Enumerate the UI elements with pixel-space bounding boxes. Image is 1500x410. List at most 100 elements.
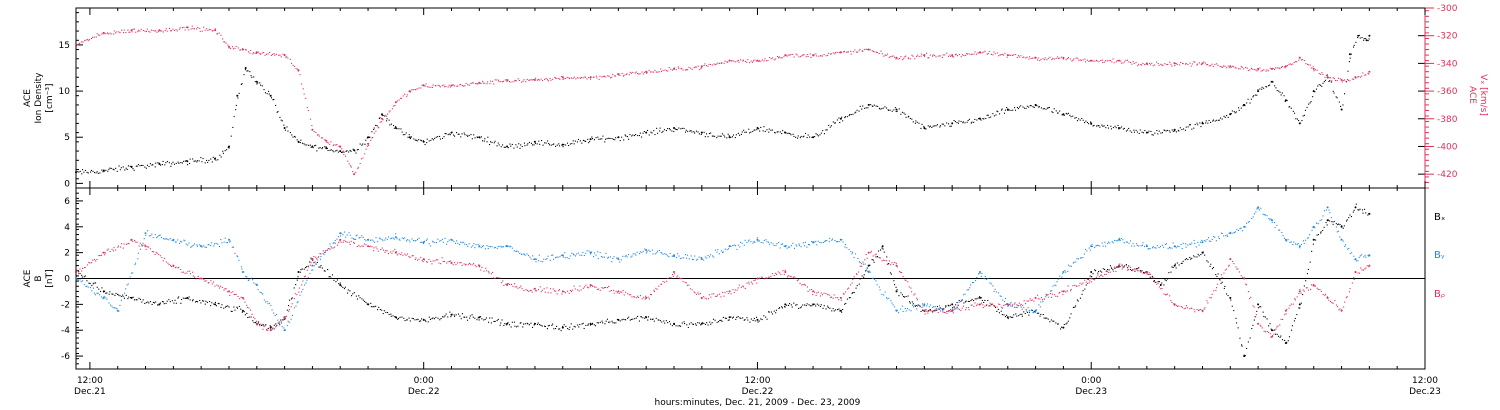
data-dot	[1175, 63, 1177, 65]
data-dot	[920, 310, 922, 312]
data-dot	[1252, 96, 1254, 98]
data-dot	[415, 240, 417, 242]
data-dot	[1335, 223, 1337, 225]
data-dot	[1212, 267, 1214, 269]
data-dot	[1160, 63, 1162, 65]
data-dot	[1140, 245, 1142, 247]
data-point	[700, 258, 703, 261]
data-dot	[1311, 250, 1313, 252]
data-dot	[201, 161, 203, 163]
data-dot	[758, 277, 760, 279]
data-dot	[576, 141, 578, 143]
data-dot	[874, 254, 876, 256]
data-dot	[851, 282, 853, 284]
data-dot	[1204, 62, 1206, 64]
data-dot	[227, 44, 229, 46]
data-dot	[784, 269, 786, 271]
data-dot	[159, 30, 161, 32]
data-dot	[1201, 239, 1203, 241]
y-right-tick-label: -300	[1437, 4, 1458, 14]
data-dot	[281, 120, 283, 122]
data-dot	[1150, 130, 1152, 132]
data-dot	[1279, 229, 1281, 231]
data-dot	[972, 282, 974, 284]
data-point	[1354, 206, 1357, 209]
data-dot	[538, 140, 540, 142]
data-dot	[349, 149, 351, 151]
data-dot	[493, 142, 495, 144]
data-dot	[220, 239, 222, 241]
data-dot	[390, 313, 392, 315]
data-dot	[1007, 109, 1009, 111]
data-dot	[677, 325, 679, 327]
data-dot	[504, 323, 506, 325]
data-dot	[1227, 65, 1229, 67]
data-dot	[1181, 248, 1183, 250]
data-dot	[969, 287, 971, 289]
data-dot	[1111, 267, 1113, 269]
data-dot	[1175, 131, 1177, 133]
data-dot	[526, 144, 528, 146]
data-dot	[1269, 219, 1271, 221]
data-dot	[515, 144, 517, 146]
data-dot	[739, 317, 741, 319]
data-dot	[726, 249, 728, 251]
data-dot	[777, 56, 779, 58]
data-dot	[1022, 106, 1024, 108]
data-dot	[289, 299, 291, 301]
data-dot	[638, 73, 640, 75]
data-dot	[211, 161, 213, 163]
data-dot	[237, 47, 239, 49]
data-dot	[371, 246, 373, 248]
data-dot	[1119, 239, 1121, 241]
data-dot	[908, 286, 910, 288]
data-dot	[666, 280, 668, 282]
data-dot	[562, 325, 564, 327]
data-dot	[992, 303, 994, 305]
data-dot	[840, 299, 842, 301]
data-dot	[149, 163, 151, 165]
data-dot	[697, 292, 699, 294]
data-dot	[770, 129, 772, 131]
data-dot	[911, 291, 913, 293]
data-dot	[648, 134, 650, 136]
data-dot	[624, 255, 626, 257]
data-dot	[718, 253, 720, 255]
data-dot	[408, 91, 410, 93]
data-point	[1173, 264, 1176, 267]
data-dot	[1239, 228, 1241, 230]
data-dot	[848, 249, 850, 251]
data-dot	[795, 53, 797, 55]
data-dot	[102, 32, 104, 34]
data-dot	[1065, 112, 1067, 114]
data-dot	[1118, 128, 1120, 130]
data-dot	[1232, 232, 1234, 234]
data-dot	[1098, 61, 1100, 63]
data-dot	[778, 56, 780, 58]
data-dot	[490, 141, 492, 143]
data-dot	[1277, 335, 1279, 337]
data-dot	[992, 285, 994, 287]
data-dot	[744, 131, 746, 133]
data-dot	[788, 246, 790, 248]
data-dot	[206, 301, 208, 303]
data-dot	[852, 279, 854, 281]
data-dot	[155, 251, 157, 253]
data-dot	[978, 273, 980, 275]
data-point	[645, 296, 648, 299]
data-dot	[896, 309, 898, 311]
data-dot	[1271, 68, 1273, 70]
data-dot	[250, 316, 252, 318]
data-dot	[393, 127, 395, 129]
data-dot	[1161, 64, 1163, 66]
data-dot	[1349, 253, 1351, 255]
data-dot	[582, 287, 584, 289]
data-dot	[723, 62, 725, 64]
data-dot	[943, 311, 945, 313]
data-dot	[628, 316, 630, 318]
data-dot	[447, 86, 449, 88]
data-dot	[1140, 64, 1142, 66]
data-dot	[604, 287, 606, 289]
data-dot	[101, 33, 103, 35]
data-dot	[1318, 84, 1320, 86]
